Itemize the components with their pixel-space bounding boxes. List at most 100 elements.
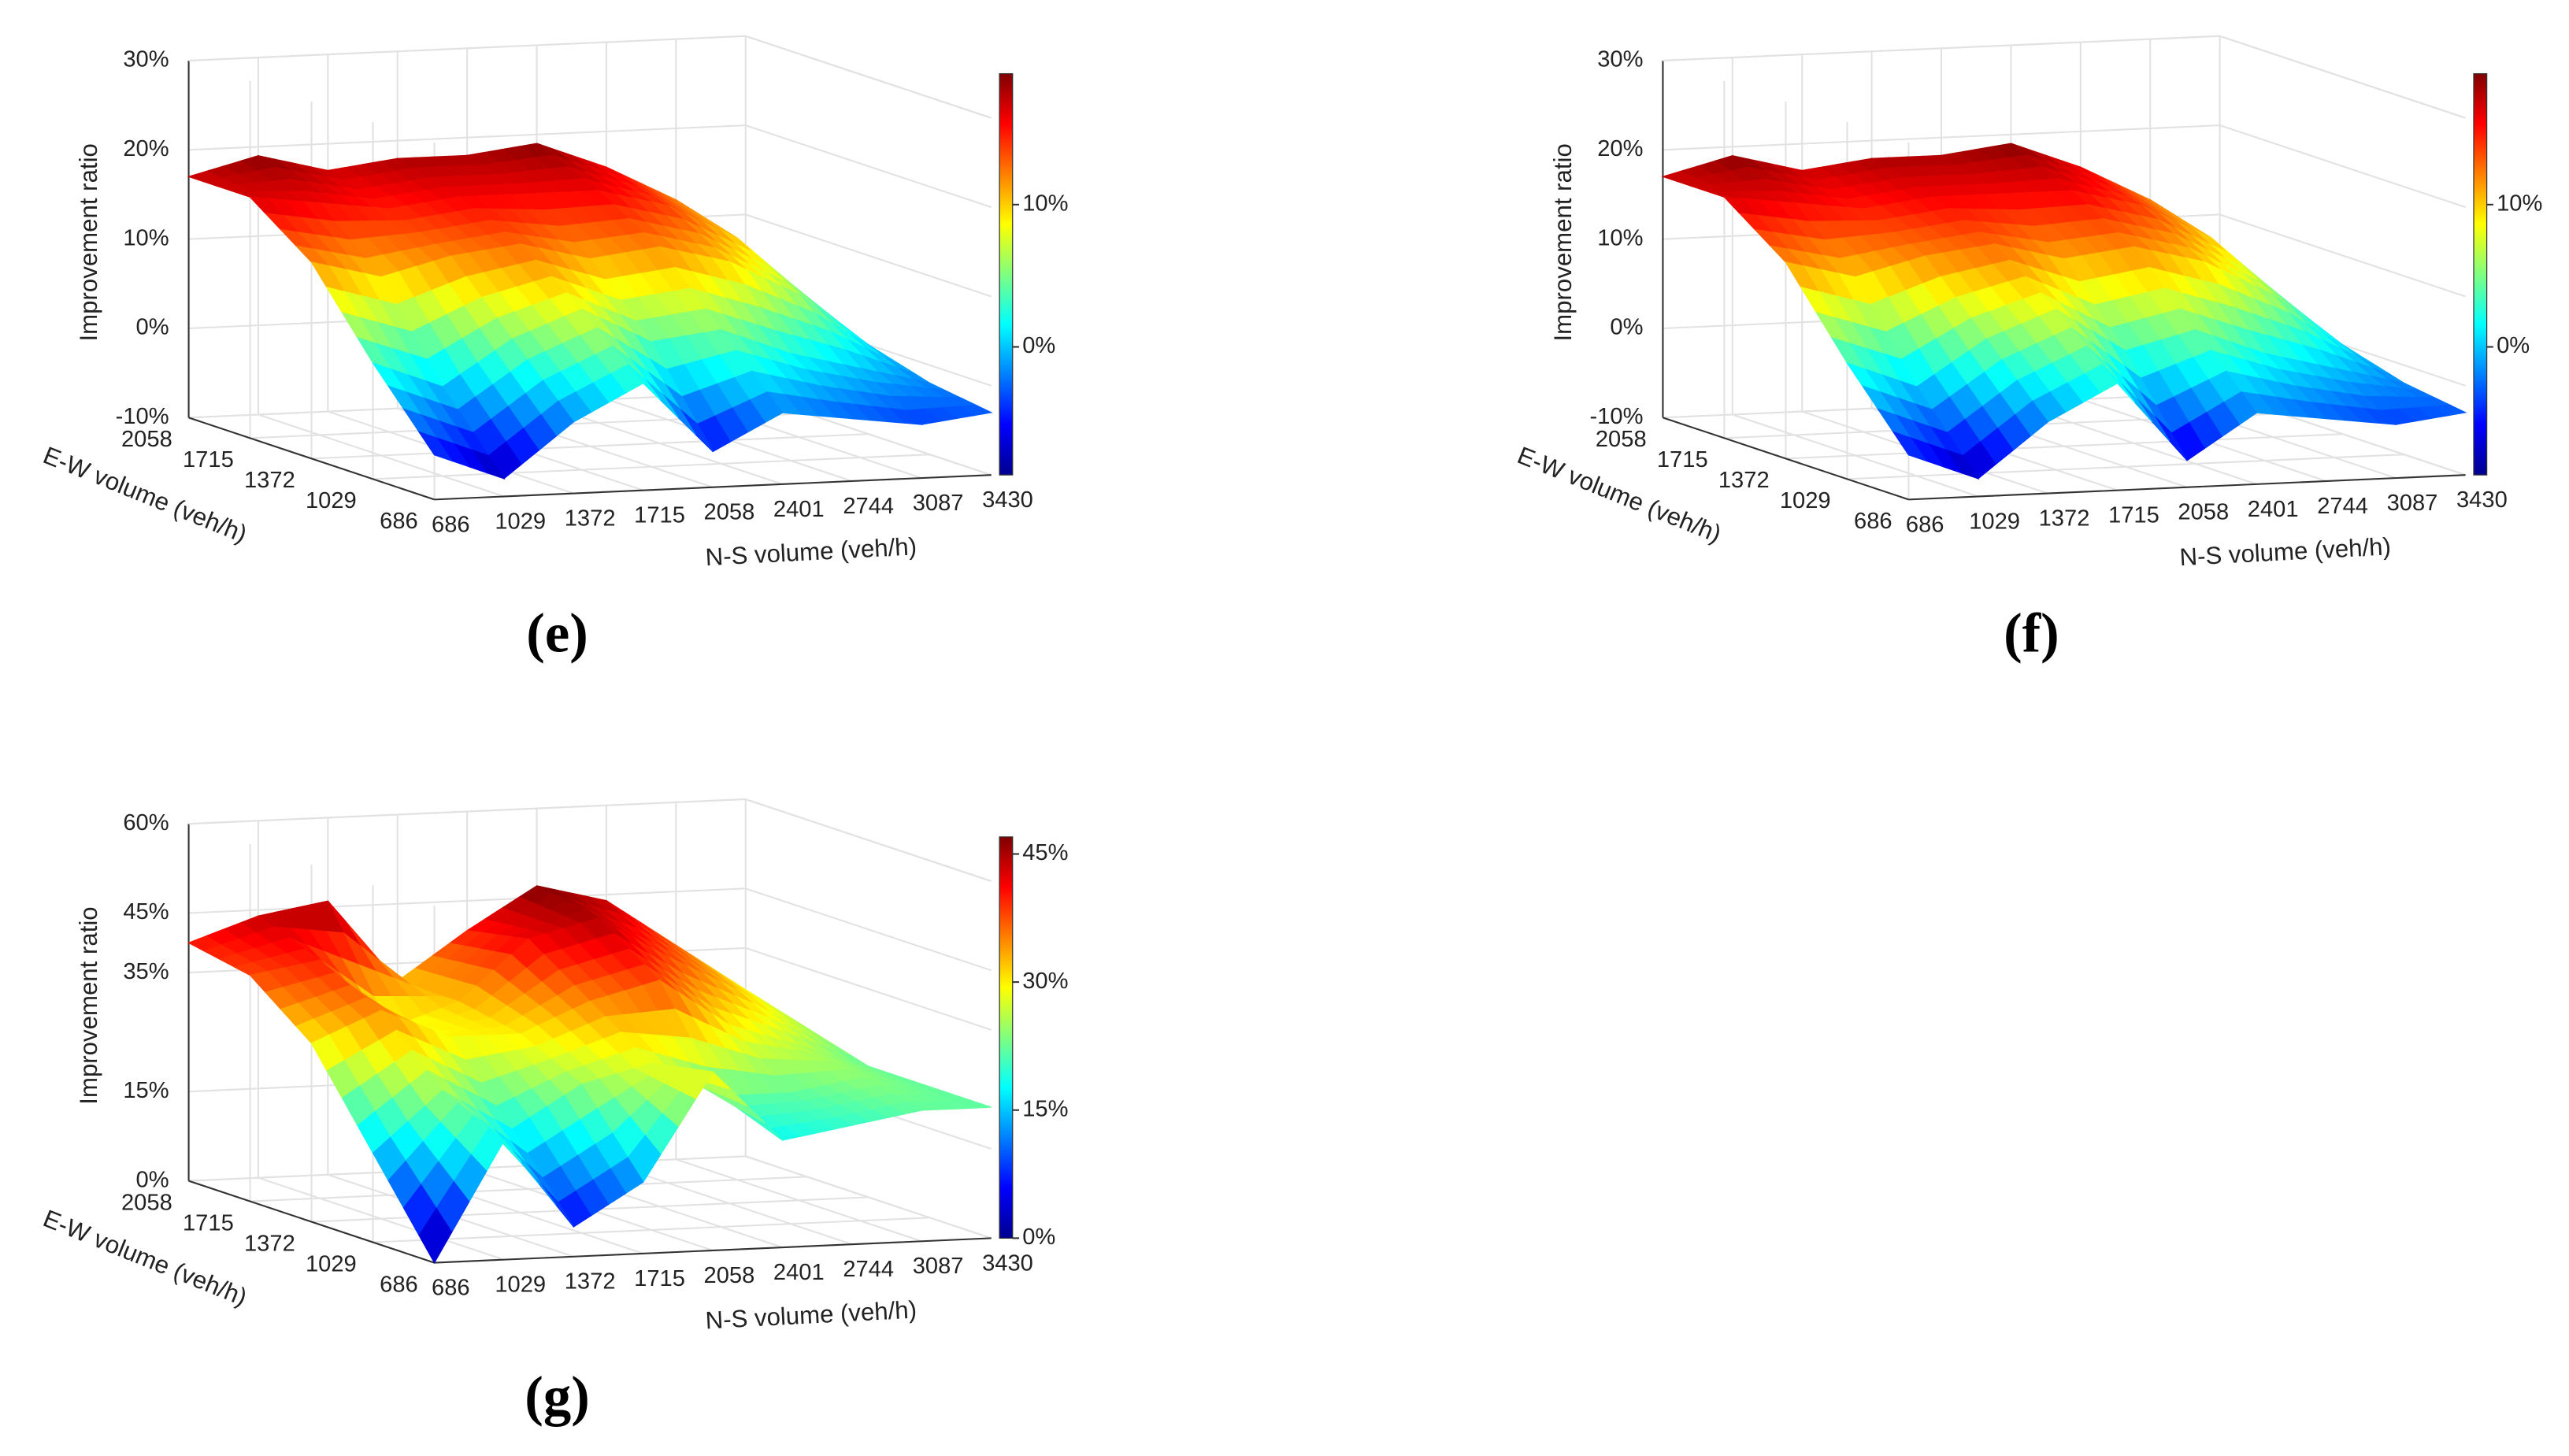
z-tick-label: 20% — [1597, 136, 1643, 161]
x-tick-label: 1029 — [495, 1273, 546, 1298]
z-tick-label: 0% — [1610, 315, 1643, 340]
x-tick-label: 2058 — [704, 1263, 755, 1288]
x-tick-label: 2744 — [843, 1257, 894, 1282]
x-axis — [1908, 474, 2466, 501]
grid-line — [745, 887, 992, 972]
z-tick-label: 45% — [123, 899, 169, 924]
colorbar — [2473, 72, 2488, 476]
grid-line — [373, 454, 930, 480]
box-edge — [745, 798, 992, 882]
y-tick-label: 1715 — [183, 1210, 234, 1236]
box-edge — [188, 798, 746, 825]
surface-patch — [418, 1207, 453, 1264]
panel-label: (g) — [525, 1366, 589, 1428]
x-axis — [434, 474, 992, 501]
grid-line — [745, 213, 992, 298]
x-tick-label: 3430 — [982, 1250, 1033, 1276]
z-axis-label: Improvement ratio — [1549, 143, 1577, 341]
grid-line — [1847, 454, 2404, 480]
grid-line — [2219, 213, 2466, 298]
surface-patch — [1892, 431, 1928, 462]
x-tick-label: 1715 — [2108, 503, 2159, 528]
y-tick-label: 2058 — [121, 427, 172, 452]
colorbar-tick-label: 15% — [1022, 1096, 1068, 1121]
colorbar-tick-label: 10% — [1022, 191, 1068, 217]
box-edge — [1663, 35, 2220, 61]
x-tick-label: 2401 — [2248, 497, 2299, 522]
y-axis — [1663, 417, 1909, 501]
y-tick-label: 1372 — [244, 1231, 295, 1256]
z-tick-label: 10% — [1597, 225, 1643, 250]
x-tick-label: 2401 — [773, 497, 825, 522]
x-tick-label: 1715 — [634, 503, 685, 528]
y-tick-label: 1715 — [183, 447, 234, 472]
grid-line — [2219, 124, 2466, 209]
box-edge — [2219, 35, 2466, 119]
x-tick-label: 2744 — [2317, 494, 2368, 519]
z-tick-label: 15% — [123, 1078, 169, 1103]
colorbar-tick-label: 10% — [2497, 191, 2542, 217]
z-tick-label: 30% — [123, 47, 169, 72]
y-tick-label: 686 — [1854, 509, 1892, 534]
y-tick-label: 1372 — [244, 468, 295, 493]
z-tick-label: 35% — [123, 959, 169, 984]
y-tick-label: 1715 — [1657, 447, 1708, 472]
y-tick-label: 1029 — [306, 1251, 357, 1276]
y-axis — [188, 417, 435, 501]
x-tick-label: 3430 — [2456, 487, 2508, 513]
x-tick-label: 1372 — [565, 1269, 616, 1295]
z-tick-label: 0% — [136, 1167, 169, 1192]
y-tick-label: 1372 — [1718, 468, 1770, 493]
grid-line — [250, 1176, 807, 1202]
colorbar — [999, 836, 1014, 1239]
surface-chart: 0% 15% 35% 45% 60% 686 1029 1372 1715 2058 2401 274… — [39, 798, 1068, 1428]
grid-line — [745, 124, 992, 209]
x-axis-label: N-S volume (veh/h) — [2179, 532, 2392, 571]
x-tick-label: 2058 — [704, 500, 755, 525]
grid-line — [311, 433, 869, 460]
surface-chart: -10% 0% 10% 20% 30% 686 1029 1372 1715 2058 2401 27… — [39, 35, 1068, 664]
x-tick-label: 2058 — [2178, 500, 2229, 525]
colorbar-tick-label: 30% — [1022, 969, 1068, 994]
z-tick-label: 60% — [123, 810, 169, 835]
z-tick-label: 30% — [1597, 47, 1643, 72]
panel-label: (e) — [526, 602, 588, 664]
x-tick-label: 686 — [432, 1276, 470, 1301]
z-tick-label: 0% — [136, 315, 169, 340]
x-axis — [434, 1237, 992, 1264]
colorbar — [999, 72, 1014, 476]
x-tick-label: 3430 — [982, 487, 1033, 513]
y-tick-label: 686 — [380, 1272, 418, 1297]
colorbar-tick-label: 0% — [1022, 1224, 1055, 1250]
y-tick-label: 2058 — [121, 1190, 172, 1215]
z-axis-label: Improvement ratio — [75, 906, 102, 1104]
x-tick-label: 3087 — [913, 491, 964, 516]
x-axis-label: N-S volume (veh/h) — [705, 532, 918, 571]
x-tick-label: 2744 — [843, 494, 894, 519]
surface-chart: -10% 0% 10% 20% 30% 686 1029 1372 1715 2058 2401 27… — [1514, 35, 2542, 664]
z-tick-label: -10% — [1590, 404, 1644, 429]
z-tick-label: 10% — [123, 225, 169, 250]
x-tick-label: 686 — [1906, 512, 1944, 537]
x-tick-label: 1029 — [495, 509, 546, 534]
y-tick-label: 2058 — [1596, 427, 1647, 452]
z-tick-label: -10% — [116, 404, 169, 429]
y-tick-label: 1029 — [306, 488, 357, 513]
colorbar-tick-label: 0% — [2497, 333, 2530, 358]
surface-patch — [417, 431, 454, 462]
x-tick-label: 1372 — [565, 506, 616, 532]
colorbar-tick-label: 45% — [1022, 840, 1068, 865]
panel-label: (f) — [2004, 602, 2059, 664]
z-tick-label: 20% — [123, 136, 169, 161]
x-tick-label: 3087 — [913, 1254, 964, 1279]
x-tick-label: 1372 — [2039, 506, 2090, 532]
x-tick-label: 3087 — [2387, 491, 2438, 516]
x-tick-label: 2401 — [773, 1260, 825, 1285]
grid-line — [373, 1217, 930, 1243]
colorbar-tick-label: 0% — [1022, 333, 1055, 358]
grid-line — [1785, 433, 2343, 460]
y-tick-label: 1029 — [1780, 488, 1831, 513]
x-axis-label: N-S volume (veh/h) — [705, 1295, 918, 1334]
grid-line — [745, 947, 992, 1031]
